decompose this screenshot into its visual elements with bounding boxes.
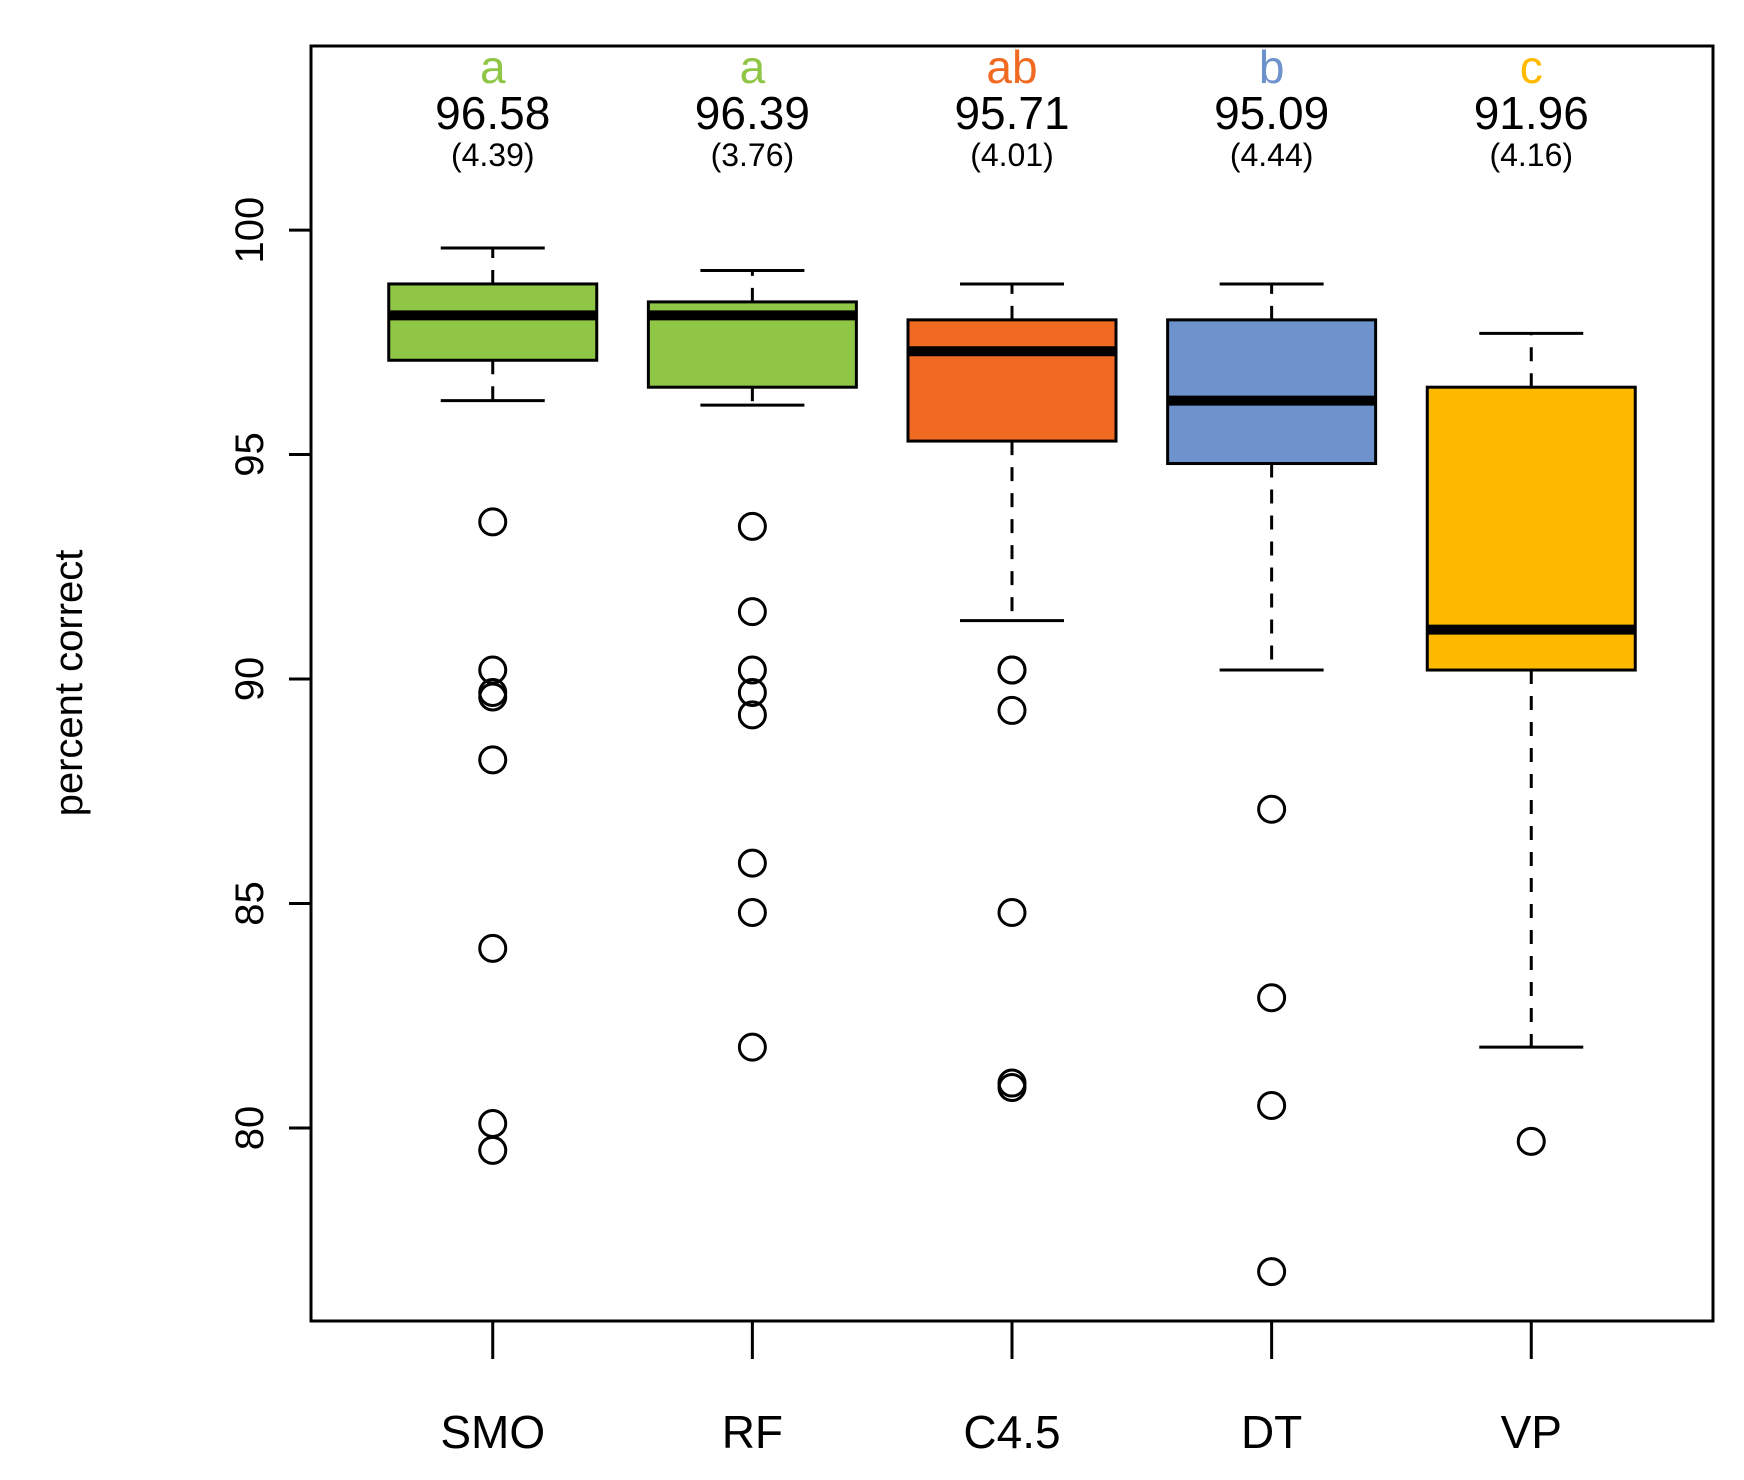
outlier-point xyxy=(997,695,1027,725)
outlier-point xyxy=(737,677,767,707)
x-tick-label: RF xyxy=(722,1406,783,1458)
mean-value: 95.09 xyxy=(1214,87,1329,139)
outlier-point xyxy=(737,655,767,685)
outlier-point xyxy=(478,507,508,537)
sd-value: (4.44) xyxy=(1230,137,1314,173)
outlier-point xyxy=(478,1108,508,1138)
mean-value: 91.96 xyxy=(1474,87,1589,139)
y-tick-label: 90 xyxy=(228,657,272,702)
group-letter: ab xyxy=(986,41,1037,93)
x-axis: SMO RF C4.5 DT VP xyxy=(440,1321,1562,1458)
sd-value: (4.01) xyxy=(970,137,1054,173)
sd-value: (3.76) xyxy=(711,137,795,173)
outlier-point xyxy=(1257,794,1287,824)
box-smo xyxy=(387,246,599,1165)
outlier-point xyxy=(478,1135,508,1165)
x-tick-label: SMO xyxy=(440,1406,545,1458)
group-annotations: a96.58(4.39)a96.39(3.76)ab95.71(4.01)b95… xyxy=(435,41,1589,173)
outlier-point xyxy=(478,745,508,775)
iqr-box xyxy=(906,318,1118,443)
outlier-point xyxy=(737,1032,767,1062)
y-axis: 80 85 90 95 100 xyxy=(228,197,311,1151)
x-tick-label: VP xyxy=(1501,1406,1562,1458)
sd-value: (4.39) xyxy=(451,137,535,173)
outlier-point xyxy=(1516,1126,1546,1156)
y-tick-label: 95 xyxy=(228,432,272,477)
outlier-point xyxy=(478,682,508,712)
y-axis-label: percent correct xyxy=(47,550,91,817)
outlier-point xyxy=(1257,1091,1287,1121)
outlier-point xyxy=(737,897,767,927)
x-tick-label: C4.5 xyxy=(963,1406,1060,1458)
box-c45 xyxy=(906,282,1118,1103)
mean-value: 96.39 xyxy=(695,87,810,139)
outlier-point xyxy=(997,1073,1027,1103)
boxes xyxy=(387,246,1637,1287)
outlier-point xyxy=(478,933,508,963)
outlier-point xyxy=(1257,1257,1287,1287)
y-tick-label: 85 xyxy=(228,881,272,926)
outlier-point xyxy=(737,848,767,878)
group-letter: c xyxy=(1520,41,1543,93)
iqr-box xyxy=(1425,385,1637,672)
outlier-point xyxy=(737,511,767,541)
mean-value: 96.58 xyxy=(435,87,550,139)
box-rf xyxy=(646,268,858,1062)
y-tick-label: 100 xyxy=(228,197,272,264)
outlier-point xyxy=(737,700,767,730)
x-tick-label: DT xyxy=(1241,1406,1302,1458)
box-vp xyxy=(1425,331,1637,1156)
mean-value: 95.71 xyxy=(954,87,1069,139)
iqr-box xyxy=(387,282,599,362)
box-dt xyxy=(1166,282,1378,1287)
outlier-point xyxy=(1257,983,1287,1013)
outlier-point xyxy=(737,597,767,627)
y-tick-label: 80 xyxy=(228,1106,272,1151)
group-letter: b xyxy=(1259,41,1285,93)
group-letter: a xyxy=(480,41,506,93)
outlier-point xyxy=(997,897,1027,927)
group-letter: a xyxy=(740,41,766,93)
outlier-point xyxy=(997,655,1027,685)
sd-value: (4.16) xyxy=(1489,137,1573,173)
iqr-box xyxy=(1166,318,1378,466)
